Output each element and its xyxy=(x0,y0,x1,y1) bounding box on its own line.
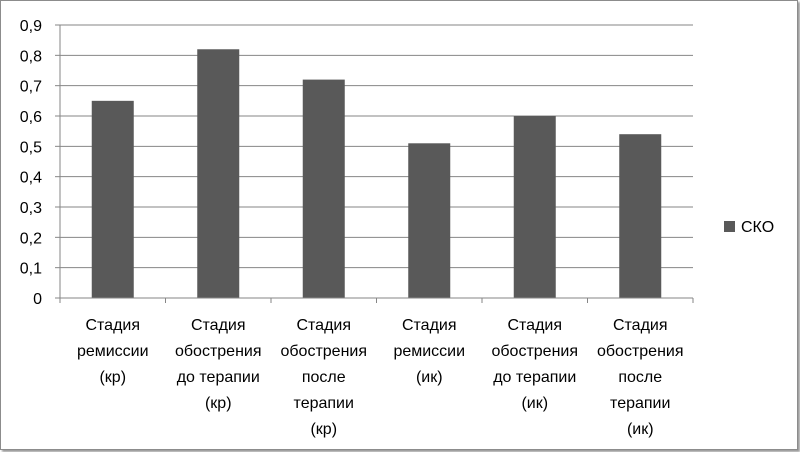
axes xyxy=(59,25,694,303)
y-tick-label: 0,2 xyxy=(20,230,42,247)
legend-swatch xyxy=(724,221,735,232)
x-category-label: Стадия обострения после терапии (кр) xyxy=(280,317,367,438)
bars xyxy=(91,49,662,299)
bar xyxy=(197,49,240,299)
y-tick-label: 0,1 xyxy=(20,261,42,278)
y-axis-ticks: 0 0,1 0,2 0,3 0,4 0,5 0,6 0,7 0,8 0,9 xyxy=(20,18,60,308)
bar xyxy=(408,143,451,298)
x-axis-labels: Стадия ремиссии (кр) Стадия обострения до тер… xyxy=(77,317,684,438)
legend: СКО xyxy=(724,219,774,236)
gridlines xyxy=(60,24,693,269)
x-category-label: Стадия ремиссии (ик) xyxy=(393,317,465,386)
y-tick-label: 0,7 xyxy=(20,79,42,96)
y-tick-label: 0,8 xyxy=(20,48,42,65)
legend-label: СКО xyxy=(741,219,774,236)
bar xyxy=(513,116,556,298)
x-category-label: Стадия обострения после терапии (ик) xyxy=(597,317,684,438)
y-tick-label: 0,3 xyxy=(20,200,42,217)
y-tick-label: 0,4 xyxy=(20,170,42,187)
y-tick-label: 0 xyxy=(33,291,42,308)
y-tick-label: 0,6 xyxy=(20,109,42,126)
x-category-label: Стадия ремиссии (кр) xyxy=(77,317,149,386)
y-tick-label: 0,9 xyxy=(20,18,42,35)
bar xyxy=(91,100,134,298)
x-category-label: Стадия обострения до терапии (ик) xyxy=(491,317,578,412)
y-tick-label: 0,5 xyxy=(20,139,42,156)
x-category-label: Стадия обострения до терапии (кр) xyxy=(175,317,262,412)
bar xyxy=(302,79,345,298)
bar xyxy=(619,134,662,298)
